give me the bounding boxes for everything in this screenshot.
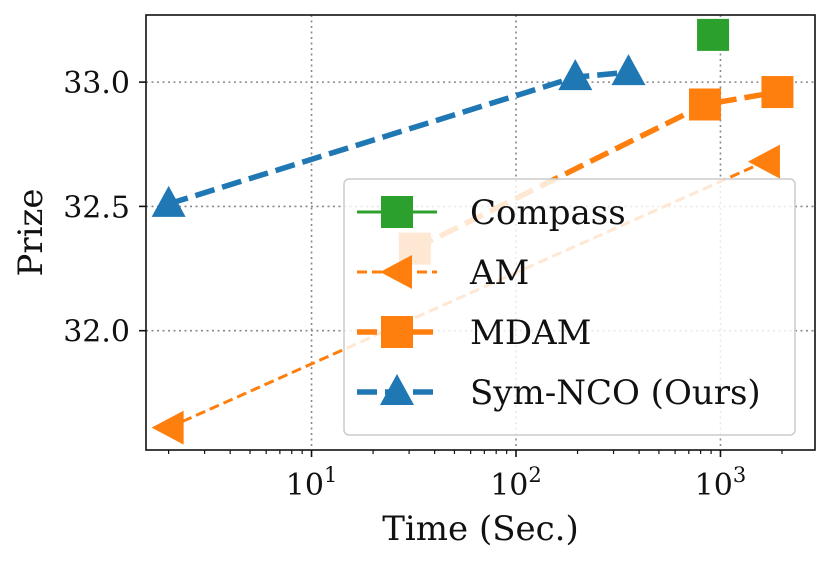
- legend-marker-compass: [381, 196, 413, 228]
- x-tick-label: 102: [490, 463, 542, 503]
- legend-item-sym-nco-ours: Sym-NCO (Ours): [357, 373, 761, 413]
- x-tick-label: 101: [286, 463, 338, 503]
- legend-label: Sym-NCO (Ours): [470, 373, 761, 413]
- legend-item-am: AM: [357, 253, 529, 293]
- plot-frame: [145, 14, 816, 451]
- data-point-sym-nco-ours: [558, 59, 593, 91]
- legend-item-mdam: MDAM: [357, 313, 591, 353]
- data-point-sym-nco-ours: [611, 54, 646, 86]
- x-axis-label: Time (Sec.): [382, 509, 579, 549]
- y-axis-label: Prize: [11, 188, 51, 276]
- data-point-compass: [697, 18, 730, 51]
- legend-marker-am: [380, 255, 412, 289]
- legend-label: Compass: [470, 193, 626, 233]
- y-tick-label: 32.5: [63, 190, 130, 225]
- data-point-am: [747, 144, 780, 179]
- legend: Compass AM MDAM Sym-NCO (Ours): [343, 178, 796, 436]
- legend-marker-mdam: [381, 316, 413, 348]
- data-point-mdam: [688, 88, 721, 121]
- series-compass: [697, 18, 730, 51]
- axis-ticks: 101 102 103 32.0 32.5 33.0: [63, 66, 783, 503]
- legend-item-compass: Compass: [357, 193, 626, 233]
- data-point-mdam: [761, 76, 794, 109]
- y-tick-label: 33.0: [63, 66, 130, 101]
- legend-marker-sym-nco-ours: [380, 374, 414, 405]
- legend-label: MDAM: [470, 313, 591, 353]
- data-point-sym-nco-ours: [151, 185, 186, 217]
- y-tick-label: 32.0: [63, 315, 130, 350]
- data-point-am: [151, 410, 184, 445]
- legend-box: [343, 178, 796, 436]
- x-tick-label: 103: [695, 463, 747, 503]
- series-sym-nco-ours: [151, 54, 646, 217]
- legend-label: AM: [469, 253, 529, 293]
